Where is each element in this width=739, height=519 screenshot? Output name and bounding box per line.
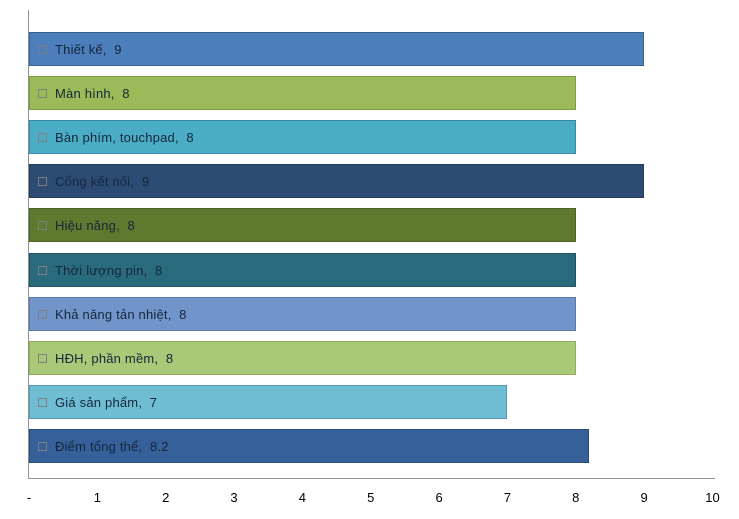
x-tick-label-4: 4	[298, 490, 307, 505]
bar-label: Thời lượng pin, 8	[55, 262, 163, 278]
legend-key-icon	[38, 265, 47, 275]
bar-3: Bàn phím, touchpad, 8	[29, 120, 576, 154]
bar-9: Giá sản phẩm, 7	[29, 385, 507, 419]
x-tick-label-5: 5	[367, 490, 375, 505]
bar-6: Thời lượng pin, 8	[29, 253, 576, 287]
bar-label: Giá sản phẩm, 7	[55, 394, 158, 410]
bar-5: Hiệu năng, 8	[29, 208, 576, 242]
legend-key-icon	[38, 44, 47, 54]
bar-label: Màn hình, 8	[55, 85, 130, 101]
legend-key-icon	[38, 441, 47, 451]
bar-7: Khả năng tản nhiệt, 8	[29, 297, 576, 331]
bar-8: HĐH, phần mềm, 8	[29, 341, 576, 375]
legend-key-icon	[38, 132, 47, 142]
bar-label: Cổng kết nối, 9	[55, 173, 150, 189]
bar-label: HĐH, phần mềm, 8	[55, 350, 174, 366]
legend-key-icon	[38, 220, 47, 230]
x-tick-label-6: 6	[435, 490, 443, 505]
bar-10: Điểm tổng thể, 8.2	[29, 429, 589, 463]
legend-key-icon	[38, 397, 47, 407]
bar-label: Khả năng tản nhiệt, 8	[55, 306, 187, 322]
x-tick-label-7: 7	[503, 490, 512, 505]
bar-2: Màn hình, 8	[29, 76, 576, 110]
bar-label: Hiệu năng, 8	[55, 217, 135, 233]
x-tick-label-10: 10	[705, 490, 720, 505]
legend-key-icon	[38, 309, 47, 319]
legend-key-icon	[38, 88, 47, 98]
bar-1: Thiết kế, 9	[29, 32, 644, 66]
bar-4: Cổng kết nối, 9	[29, 164, 644, 198]
x-axis-line	[28, 478, 715, 479]
legend-key-icon	[38, 176, 47, 186]
x-tick-label-3: 3	[230, 490, 238, 505]
x-tick-label-1: 1	[93, 490, 101, 505]
legend-key-icon	[38, 353, 47, 363]
bar-label: Bàn phím, touchpad, 8	[55, 129, 194, 145]
x-tick-label--: -	[26, 490, 32, 505]
y-axis-line	[28, 10, 29, 478]
bar-label: Điểm tổng thể, 8.2	[55, 438, 169, 454]
x-tick-label-2: 2	[162, 490, 170, 505]
x-tick-label-9: 9	[640, 490, 648, 505]
x-tick-label-8: 8	[572, 490, 580, 505]
bar-label: Thiết kế, 9	[55, 41, 122, 57]
